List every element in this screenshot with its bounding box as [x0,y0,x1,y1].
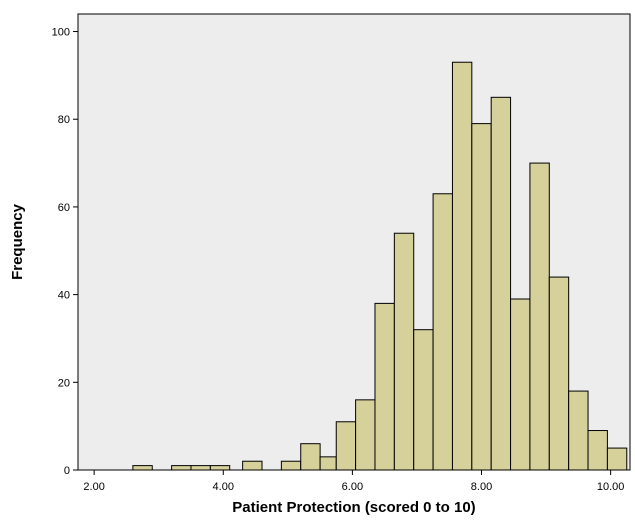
histogram-bar [568,390,589,471]
histogram-bar [335,421,357,471]
histogram-bar [393,232,415,471]
histogram-bar [355,399,376,471]
y-tick-label: 0 [64,465,70,477]
y-tick-label: 100 [52,27,70,39]
histogram-bar [209,465,231,471]
histogram-bar [587,430,608,471]
histogram-bar [510,298,531,471]
histogram-bar [300,443,321,471]
histogram-bar [471,123,492,471]
y-tick-label: 80 [58,114,70,126]
histogram-bar [413,329,434,471]
histogram-bar [319,456,337,471]
x-tick-label: 2.00 [83,481,104,493]
histogram-bar [432,193,453,471]
y-tick-label: 40 [58,290,70,302]
x-tick-label: 6.00 [342,481,363,493]
x-tick-label: 8.00 [471,481,492,493]
axes-layer: 0 20 40 60 80 100 2.00 4.00 6.00 8.00 10.00 [52,27,625,493]
histogram-bar [171,465,192,471]
x-tick-label: 4.00 [213,481,234,493]
histogram-bar [451,61,473,471]
bars-layer [132,61,628,471]
x-axis-title: Patient Protection (scored 0 to 10) [232,499,475,516]
histogram-bar [132,465,153,471]
histogram-bar [242,460,263,471]
histogram-bar [374,302,395,471]
histogram-bar [190,465,211,471]
y-tick-label: 20 [58,377,70,389]
histogram-bar [280,460,302,471]
histogram-bar [529,162,550,471]
y-axis-title: Frequency [9,203,26,280]
histogram-bar [548,276,570,471]
histogram-bar [606,447,628,471]
histogram-bar [490,96,512,471]
x-tick-label: 10.00 [597,481,625,493]
y-tick-label: 60 [58,202,70,214]
